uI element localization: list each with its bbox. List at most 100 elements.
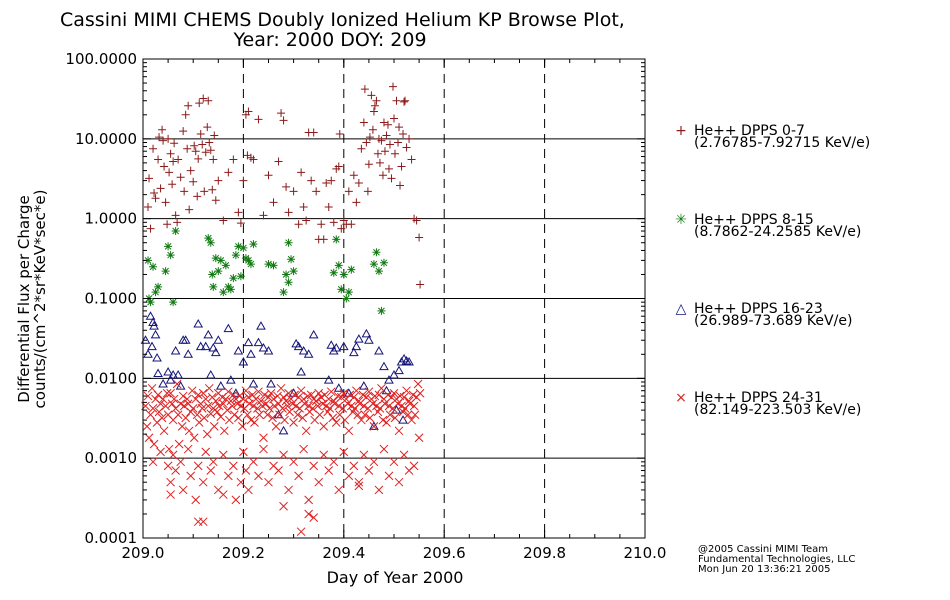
plus-marker-shape [199,94,208,103]
cross-marker [236,477,246,487]
plus-marker-shape [160,162,169,171]
asterisk-marker-shape [284,278,293,287]
cross-marker [300,399,309,409]
cross-marker-shape [409,401,419,411]
cross-marker [161,401,170,411]
cross-marker [191,495,201,505]
cross-marker [156,447,165,457]
asterisk-marker [289,267,298,276]
asterisk-marker [229,274,238,283]
cross-marker [279,501,288,511]
plus-marker [380,147,389,156]
cross-marker-shape [166,388,175,398]
y-tick-label: 0.1000 [85,290,138,308]
plus-marker [205,138,214,147]
plus-marker-shape [274,157,283,166]
plus-marker-shape [359,118,368,127]
plus-marker-shape [174,155,183,164]
cross-marker [334,485,344,495]
cross-marker [235,391,244,401]
plus-marker-shape [208,185,217,194]
triangle-marker [374,345,384,355]
plus-marker-shape [370,101,379,110]
cross-marker-shape [177,422,187,431]
cross-marker [204,383,214,393]
cross-marker-shape [211,396,221,406]
plus-marker-shape [176,173,185,182]
plus-marker [382,131,391,140]
cross-marker [349,461,359,471]
triangle-marker [233,345,244,355]
triangle-marker [364,335,374,344]
plus-marker-shape [204,96,213,105]
triangle-marker [266,378,276,388]
cross-marker-shape [166,477,175,487]
asterisk-marker [231,251,240,260]
triangle-marker [256,321,266,330]
triangle-marker-shape [210,347,221,357]
cross-marker-shape [162,388,172,398]
plus-marker-shape [294,220,303,229]
asterisk-marker-shape [149,262,158,271]
x-tick-label: 210.0 [624,544,667,562]
cross-marker [365,413,375,423]
plus-marker-shape [364,160,373,169]
triangle-marker-shape [203,329,214,339]
cross-marker [264,392,273,402]
plus-marker-shape [154,155,163,164]
plus-marker-shape [412,216,421,225]
triangle-marker-shape [303,349,314,358]
triangle-marker [148,317,158,327]
chart-title-line1: Cassini MIMI CHEMS Doubly Ionized Helium… [60,9,625,31]
plus-marker [297,168,306,177]
cross-marker-shape [148,457,158,467]
cross-marker [177,422,187,431]
cross-marker-shape [254,387,263,397]
cross-marker [229,390,238,400]
cross-marker [339,447,349,457]
triangle-marker [394,365,404,375]
asterisk-marker-shape [216,256,225,265]
cross-marker [187,386,197,396]
cross-marker-shape [256,396,266,406]
cross-marker-shape [390,413,400,423]
cross-marker-shape [301,426,311,436]
cross-marker-shape [289,457,298,467]
cross-marker-shape [268,413,277,423]
plus-marker-shape [380,147,389,156]
cross-marker-shape [389,457,399,467]
plus-marker-shape [369,107,378,116]
legend-plus-marker-icon: + [675,123,687,139]
cross-marker-shape [183,444,193,454]
cross-marker [319,422,329,431]
cross-marker-shape [187,386,197,396]
asterisk-marker [264,260,273,269]
cross-marker [169,394,179,404]
asterisk-marker [374,267,383,276]
cross-marker-shape [284,485,293,495]
points-layer [140,82,425,537]
cross-marker-shape [264,477,273,487]
asterisk-marker [269,261,278,270]
plus-marker [160,162,169,171]
triangle-marker [384,375,394,384]
plus-marker [299,203,308,212]
cross-marker-shape [178,485,188,495]
plus-marker-shape [362,138,371,147]
asterisk-marker [206,238,215,247]
plus-marker [335,129,344,138]
cross-marker-shape [156,447,165,457]
plus-marker-shape [372,96,381,105]
cross-marker [238,422,247,431]
cross-marker-shape [402,386,411,396]
plus-marker [209,155,218,164]
plus-marker-shape [146,224,155,233]
cross-marker [146,410,155,420]
plus-marker-shape [337,224,346,233]
cross-marker [206,409,216,419]
cross-marker [159,426,169,436]
legend-cross-marker-icon: × [675,390,687,406]
asterisk-marker-shape [208,270,217,279]
cross-marker [256,396,266,406]
x-tick-label: 209.8 [523,544,566,562]
